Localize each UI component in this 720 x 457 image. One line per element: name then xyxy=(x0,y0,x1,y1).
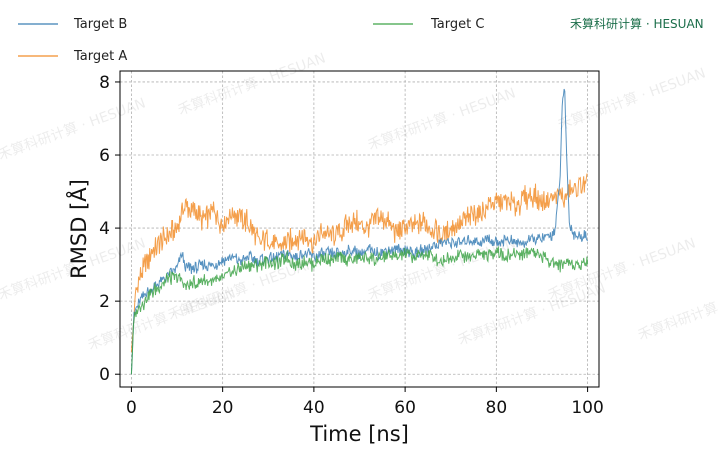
x-tick-label: 80 xyxy=(486,398,508,418)
y-tick-label: 0 xyxy=(99,365,110,385)
series-line-target-a xyxy=(130,173,588,353)
y-tick-label: 2 xyxy=(99,292,110,312)
watermark-text: 禾算科研计算 · HESUAN xyxy=(556,65,708,133)
y-tick-label: 6 xyxy=(99,146,110,166)
y-axis: 0 2 4 6 8 xyxy=(99,73,120,385)
series-line-target-b xyxy=(130,88,589,375)
y-axis-title: RMSD [Å] xyxy=(65,179,91,279)
watermark-text: 禾算科研计算 · HESUAN xyxy=(366,85,518,153)
legend-label-target-b: Target B xyxy=(73,17,127,32)
plot-frame xyxy=(119,70,600,388)
brand-logo-text: 禾算科研计算 · HESUAN xyxy=(570,16,704,31)
legend: Target B Target A Target C xyxy=(18,17,484,64)
series-layer xyxy=(130,88,589,375)
x-tick-label: 40 xyxy=(303,398,325,418)
x-tick-label: 100 xyxy=(571,398,603,418)
y-tick-label: 4 xyxy=(99,219,110,239)
grid-lines xyxy=(120,71,599,387)
x-tick-label: 20 xyxy=(212,398,234,418)
y-tick-label: 8 xyxy=(99,73,110,93)
legend-label-target-c: Target C xyxy=(430,17,484,32)
x-tick-label: 60 xyxy=(394,398,416,418)
watermark-text: 禾算科研计算 · HESUAN xyxy=(636,275,720,343)
legend-label-target-a: Target A xyxy=(73,49,127,64)
x-tick-label: 0 xyxy=(126,398,137,418)
watermark-text: 禾算科研计算 · HESUAN xyxy=(0,95,148,163)
watermark-text: 禾算科研计算 · HESUAN xyxy=(176,50,328,118)
x-axis-title: Time [ns] xyxy=(309,422,409,446)
watermark-text: 禾算科研计算 · HESUAN xyxy=(456,280,608,348)
x-axis: 0 20 40 60 80 100 xyxy=(126,387,604,418)
series-line-target-c xyxy=(130,246,589,375)
